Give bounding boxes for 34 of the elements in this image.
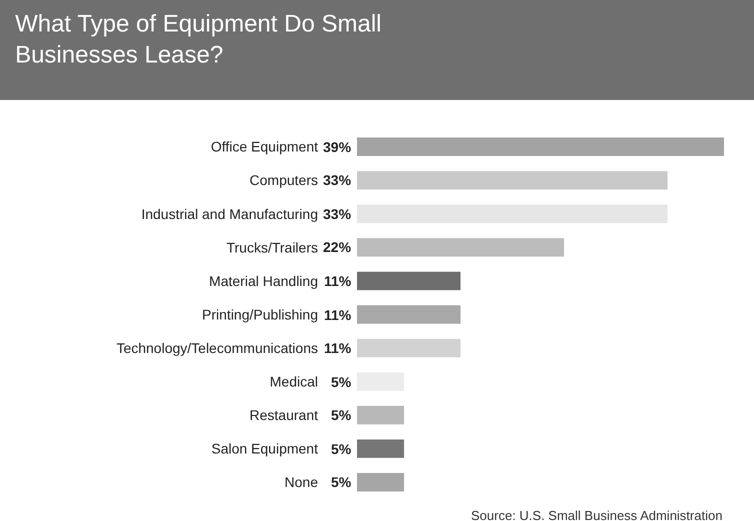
chart-title: What Type of Equipment Do Small Businesses Lease? [15,10,382,68]
y-tick-label: Technology/Telecommunications [116,340,318,356]
y-tick-label: Restaurant [250,407,318,424]
y-tick-label: Printing/Publishing [202,306,318,322]
data-label: 5% [331,407,352,423]
data-label: 5% [331,374,352,390]
data-label: 5% [331,441,352,457]
data-label: 33% [323,206,352,222]
y-tick-label: Computers [250,172,318,188]
y-tick-label: Medical [270,373,318,390]
y-tick-label: Salon Equipment [211,440,318,457]
y-tick-label: Trucks/Trailers [226,239,318,256]
y-tick-label: Office Equipment [210,138,318,155]
y-tick-label: Material Handling [209,272,318,289]
bar [357,338,461,358]
bar [357,171,668,190]
bar [357,473,404,492]
y-tick-label: Industrial and Manufacturing [141,206,318,222]
y-tick-label: None [284,474,318,490]
data-label: 11% [324,273,352,289]
data-label: 11% [324,307,352,323]
bar [357,204,668,224]
data-label: 11% [324,340,352,356]
data-label: 5% [331,474,352,490]
bar [357,238,564,257]
bar [357,406,404,424]
bar [357,272,461,290]
data-label: 39% [323,139,352,155]
data-label: 22% [323,239,352,255]
bar [357,439,404,458]
bar [357,138,724,156]
data-label: 33% [323,172,352,188]
bar [357,305,461,324]
source-note: Source: U.S. Small Business Administration [471,508,722,521]
